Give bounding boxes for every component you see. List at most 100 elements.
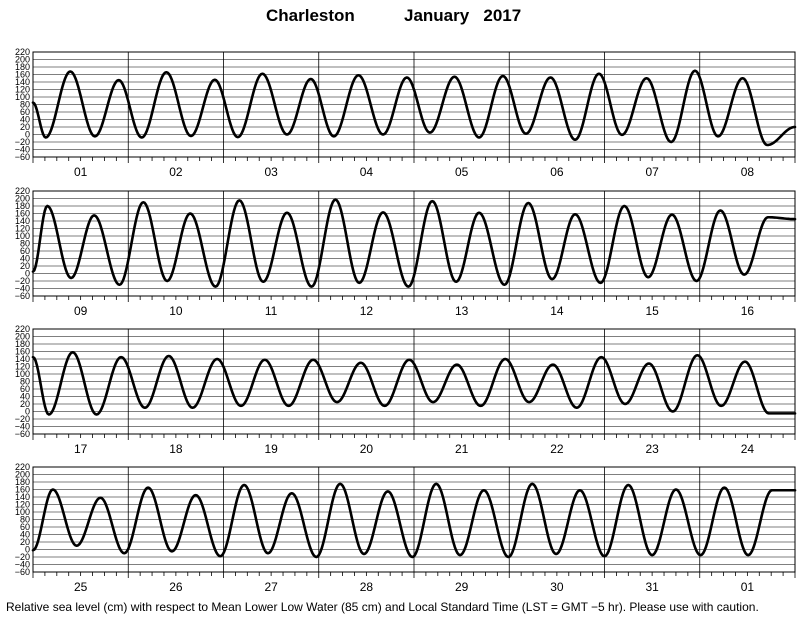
caption: Relative sea level (cm) with respect to …	[6, 600, 759, 614]
tide-curve	[31, 482, 797, 559]
y-tick-label: 220	[15, 462, 30, 472]
tide-curve	[31, 350, 797, 416]
y-tick-label: 160	[15, 485, 30, 495]
day-label: 16	[741, 304, 755, 318]
y-tick-label: 160	[15, 347, 30, 357]
y-tick-label: −20	[15, 552, 30, 562]
day-label: 15	[645, 304, 659, 318]
y-tick-label: 100	[15, 231, 30, 241]
day-label: 01	[741, 580, 755, 594]
day-label: 09	[74, 304, 88, 318]
y-tick-label: 0	[25, 130, 30, 140]
y-tick-label: 60	[20, 107, 30, 117]
y-tick-label: 160	[15, 209, 30, 219]
y-tick-label: 80	[20, 377, 30, 387]
y-tick-label: 200	[15, 194, 30, 204]
day-label: 05	[455, 165, 469, 179]
y-tick-label: 200	[15, 55, 30, 65]
y-tick-label: −60	[15, 152, 30, 162]
y-tick-label: 140	[15, 354, 30, 364]
y-tick-label: −60	[15, 567, 30, 577]
day-label: 17	[74, 442, 88, 456]
y-tick-label: 120	[15, 85, 30, 95]
y-tick-label: −40	[15, 284, 30, 294]
day-label: 03	[264, 165, 278, 179]
y-tick-label: 120	[15, 500, 30, 510]
y-tick-label: −20	[15, 137, 30, 147]
y-tick-label: 200	[15, 332, 30, 342]
y-tick-label: 40	[20, 530, 30, 540]
day-label: 20	[360, 442, 374, 456]
panel-frame	[32, 328, 796, 435]
y-tick-label: 20	[20, 122, 30, 132]
y-tick-label: 120	[15, 224, 30, 234]
day-label: 23	[645, 442, 659, 456]
chart-title: Charleston January 2017	[0, 6, 800, 28]
day-label: 01	[74, 165, 88, 179]
y-tick-label: 60	[20, 384, 30, 394]
y-tick-label: −60	[15, 429, 30, 439]
panel-frame	[32, 466, 796, 573]
y-tick-label: 20	[20, 537, 30, 547]
y-tick-label: 0	[25, 269, 30, 279]
day-label: 10	[169, 304, 183, 318]
y-tick-label: 80	[20, 239, 30, 249]
y-tick-label: 60	[20, 246, 30, 256]
y-tick-label: −40	[15, 145, 30, 155]
panel-frame	[32, 190, 796, 297]
y-tick-label: −60	[15, 291, 30, 301]
y-tick-label: 60	[20, 522, 30, 532]
day-label: 02	[169, 165, 183, 179]
y-tick-label: 180	[15, 339, 30, 349]
day-label: 14	[550, 304, 564, 318]
tide-curve	[31, 69, 797, 147]
y-tick-label: −20	[15, 414, 30, 424]
day-label: 18	[169, 442, 183, 456]
day-label: 27	[264, 580, 278, 594]
y-tick-label: 140	[15, 492, 30, 502]
y-tick-label: 0	[25, 545, 30, 555]
y-tick-label: 200	[15, 470, 30, 480]
day-label: 08	[741, 165, 755, 179]
day-label: 22	[550, 442, 564, 456]
y-tick-label: 180	[15, 201, 30, 211]
day-label: 29	[455, 580, 469, 594]
y-tick-label: 40	[20, 392, 30, 402]
y-tick-label: 80	[20, 515, 30, 525]
y-tick-label: −40	[15, 560, 30, 570]
y-tick-label: 0	[25, 407, 30, 417]
y-tick-label: 100	[15, 507, 30, 517]
day-label: 26	[169, 580, 183, 594]
y-tick-label: 40	[20, 115, 30, 125]
y-tick-label: 180	[15, 477, 30, 487]
y-tick-label: 20	[20, 399, 30, 409]
panel-frame	[32, 51, 796, 158]
day-label: 06	[550, 165, 564, 179]
y-tick-label: −40	[15, 422, 30, 432]
tide-curve	[31, 198, 797, 288]
y-tick-label: −20	[15, 276, 30, 286]
day-label: 28	[360, 580, 374, 594]
title-location: Charleston	[266, 6, 355, 25]
title-period: January 2017	[404, 6, 522, 25]
day-label: 04	[360, 165, 374, 179]
y-tick-label: 40	[20, 254, 30, 264]
y-tick-label: 140	[15, 77, 30, 87]
day-label: 12	[360, 304, 374, 318]
day-label: 25	[74, 580, 88, 594]
y-tick-label: 160	[15, 70, 30, 80]
y-tick-label: 220	[15, 47, 30, 57]
y-tick-label: 100	[15, 92, 30, 102]
y-tick-label: 220	[15, 186, 30, 196]
day-label: 30	[550, 580, 564, 594]
day-label: 21	[455, 442, 469, 456]
y-tick-label: 80	[20, 100, 30, 110]
day-label: 13	[455, 304, 469, 318]
day-label: 19	[264, 442, 278, 456]
y-tick-label: 100	[15, 369, 30, 379]
y-tick-label: 120	[15, 362, 30, 372]
day-label: 07	[645, 165, 659, 179]
y-tick-label: 140	[15, 216, 30, 226]
day-label: 11	[265, 304, 278, 318]
